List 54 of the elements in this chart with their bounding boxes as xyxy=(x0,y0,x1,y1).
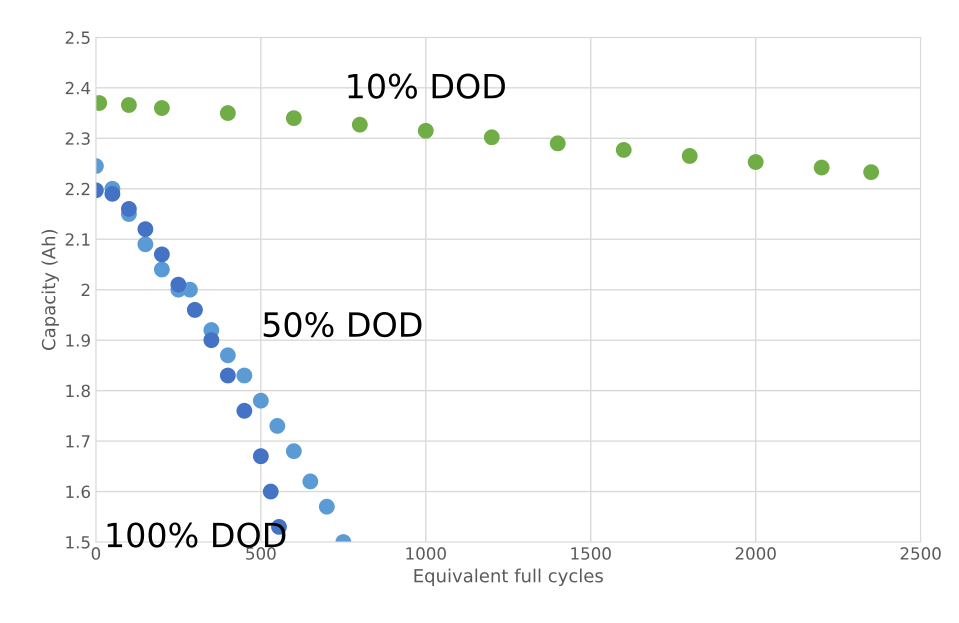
x-tick-label: 0 xyxy=(92,547,100,560)
point xyxy=(352,116,368,133)
point xyxy=(286,443,302,460)
point xyxy=(616,142,632,158)
point xyxy=(262,484,279,500)
point xyxy=(154,100,170,116)
point xyxy=(748,154,764,170)
x-tick-label: 500 xyxy=(246,547,276,560)
point xyxy=(220,105,236,121)
point xyxy=(137,236,154,252)
point xyxy=(418,122,434,139)
point xyxy=(682,148,698,164)
series-label: 50% DOD xyxy=(264,312,422,338)
y-tick-label: 1.8 xyxy=(66,384,90,398)
y-tick-label: 2.2 xyxy=(66,182,90,196)
y-axis-title: Capacity (Ah) xyxy=(42,230,59,350)
x-tick-label: 2500 xyxy=(900,547,941,560)
point xyxy=(236,402,252,419)
point xyxy=(814,160,830,176)
series-label: 10% DOD xyxy=(348,74,505,99)
point xyxy=(220,347,236,364)
x-axis-title: Equivalent full cycles xyxy=(414,568,603,586)
y-tick-label: 2.1 xyxy=(66,233,90,246)
x-tick-label: 1500 xyxy=(571,547,611,560)
point xyxy=(484,129,500,146)
y-tick-label: 1.7 xyxy=(66,435,90,448)
y-tick-label: 2.5 xyxy=(66,31,90,44)
point xyxy=(236,368,252,384)
point xyxy=(154,262,170,278)
point xyxy=(120,97,137,113)
x-tick-label: 1000 xyxy=(406,547,446,560)
point xyxy=(170,276,186,293)
x-tick-label: 2000 xyxy=(736,547,776,560)
point xyxy=(252,448,269,464)
point xyxy=(318,498,335,515)
point xyxy=(302,474,318,490)
point xyxy=(137,221,154,238)
point xyxy=(154,246,170,262)
point xyxy=(203,332,220,348)
point xyxy=(269,418,286,434)
series-label: 100% DOD xyxy=(108,522,286,548)
point xyxy=(863,164,880,180)
y-tick-label: 1.6 xyxy=(66,486,90,498)
y-tick-label: 2.3 xyxy=(66,132,90,145)
point xyxy=(104,186,120,202)
point xyxy=(252,392,269,409)
point xyxy=(286,110,302,126)
point xyxy=(550,135,566,152)
y-tick-label: 1.5 xyxy=(66,536,90,549)
point xyxy=(220,368,236,384)
point xyxy=(120,201,137,217)
y-tick-label: 1.9 xyxy=(66,334,90,347)
y-tick-label: 2 xyxy=(82,284,90,296)
y-tick-label: 2.4 xyxy=(66,82,90,94)
